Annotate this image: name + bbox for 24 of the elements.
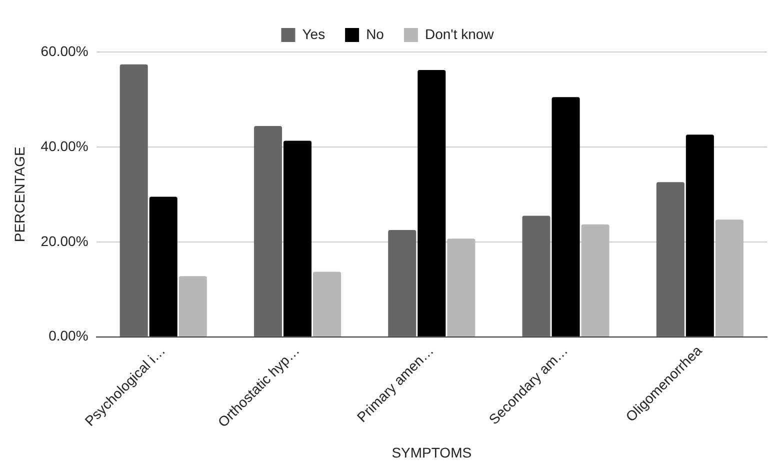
y-axis-title: PERCENTAGE <box>11 146 28 242</box>
bar <box>447 238 476 336</box>
bar <box>149 196 178 336</box>
legend-label: Don't know <box>424 26 495 42</box>
y-tick-label: 60.00% <box>40 42 88 59</box>
legend-label: No <box>366 26 384 42</box>
bar <box>254 126 282 336</box>
bar <box>581 224 610 336</box>
bar <box>120 64 148 336</box>
bar <box>552 97 580 336</box>
bar <box>522 216 550 336</box>
y-tick-label: 40.00% <box>40 138 88 154</box>
bar <box>656 182 684 336</box>
bar <box>418 70 446 336</box>
legend-label: Yes <box>302 26 326 42</box>
y-tick-label: 20.00% <box>40 232 88 249</box>
bar <box>312 272 342 336</box>
bar <box>283 140 312 336</box>
x-axis-title: SYMPTOMS <box>392 444 472 460</box>
bar <box>388 230 416 336</box>
bar <box>715 220 744 336</box>
bar <box>178 276 207 336</box>
y-tick-label: 0.00% <box>48 328 88 344</box>
bar <box>686 134 714 336</box>
